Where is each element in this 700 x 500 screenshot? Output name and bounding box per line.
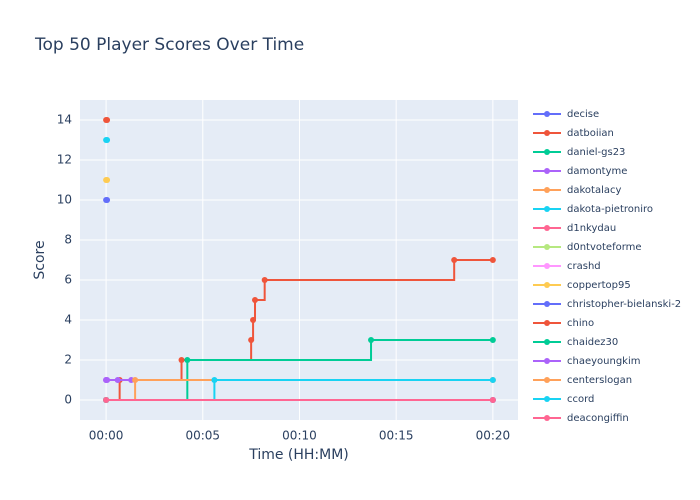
legend-label: damontyme: [567, 166, 627, 177]
legend-label: decise: [567, 109, 599, 120]
point: [178, 357, 185, 363]
legend-marker: [544, 263, 550, 269]
y-tick-label: 2: [64, 353, 72, 367]
point: [132, 377, 139, 383]
legend-label: deacongiffin: [567, 413, 629, 424]
point: [489, 337, 496, 343]
x-tick-label: 00:10: [282, 429, 317, 443]
y-tick-label: 8: [64, 233, 72, 247]
point: [261, 277, 268, 283]
point: [104, 137, 111, 143]
legend-marker: [544, 320, 550, 326]
legend-marker: [544, 111, 550, 117]
legend-label: coppertop95: [567, 280, 631, 291]
legend-marker: [544, 282, 550, 288]
legend-label: chaidez30: [567, 337, 618, 348]
point: [103, 397, 110, 403]
legend-marker: [544, 187, 550, 193]
point: [248, 337, 255, 343]
chart-title: Top 50 Player Scores Over Time: [34, 35, 304, 55]
point: [103, 377, 110, 383]
point: [250, 317, 257, 323]
y-tick-label: 6: [64, 273, 72, 287]
x-tick-label: 00:05: [185, 429, 220, 443]
legend-label: ccord: [567, 394, 594, 405]
legend-label: daniel-gs23: [567, 147, 625, 158]
point: [489, 377, 496, 383]
point: [184, 357, 191, 363]
legend-marker: [544, 301, 550, 307]
y-tick-label: 14: [57, 113, 72, 127]
legend-label: datboiian: [567, 128, 614, 139]
point: [451, 257, 458, 263]
point: [211, 377, 218, 383]
y-tick-label: 0: [64, 393, 72, 407]
legend-marker: [544, 149, 550, 155]
legend-marker: [544, 206, 550, 212]
legend-marker: [544, 168, 550, 174]
legend-marker: [544, 377, 550, 383]
legend-label: crashd: [567, 261, 601, 272]
legend-marker: [544, 358, 550, 364]
legend-label: chino: [567, 318, 594, 329]
point: [489, 257, 496, 263]
point: [114, 377, 121, 383]
point: [104, 117, 111, 123]
legend-marker: [544, 225, 550, 231]
legend-marker: [544, 396, 550, 402]
legend-label: d0ntvoteforme: [567, 242, 642, 253]
y-tick-label: 12: [57, 153, 72, 167]
point: [252, 297, 259, 303]
x-tick-label: 00:15: [379, 429, 414, 443]
point: [489, 397, 496, 403]
legend-marker: [544, 339, 550, 345]
y-tick-label: 4: [64, 313, 72, 327]
legend-label: dakota-pietroniro: [567, 204, 653, 215]
x-tick-label: 00:00: [89, 429, 124, 443]
legend-marker: [544, 415, 550, 421]
legend-label: d1nkydau: [567, 223, 616, 234]
legend-marker: [544, 130, 550, 136]
y-tick-label: 10: [57, 193, 72, 207]
legend-label: chaeyoungkim: [567, 356, 641, 367]
y-axis-title: Score: [32, 240, 48, 279]
x-tick-label: 00:20: [476, 429, 511, 443]
legend-label: dakotalacy: [567, 185, 621, 196]
legend-label: christopher-bielanski-2: [567, 299, 681, 310]
x-axis-title: Time (HH:MM): [248, 447, 349, 463]
legend-label: centerslogan: [567, 375, 632, 386]
point: [104, 197, 111, 203]
legend-marker: [544, 244, 550, 250]
point: [104, 177, 111, 183]
point: [368, 337, 375, 343]
